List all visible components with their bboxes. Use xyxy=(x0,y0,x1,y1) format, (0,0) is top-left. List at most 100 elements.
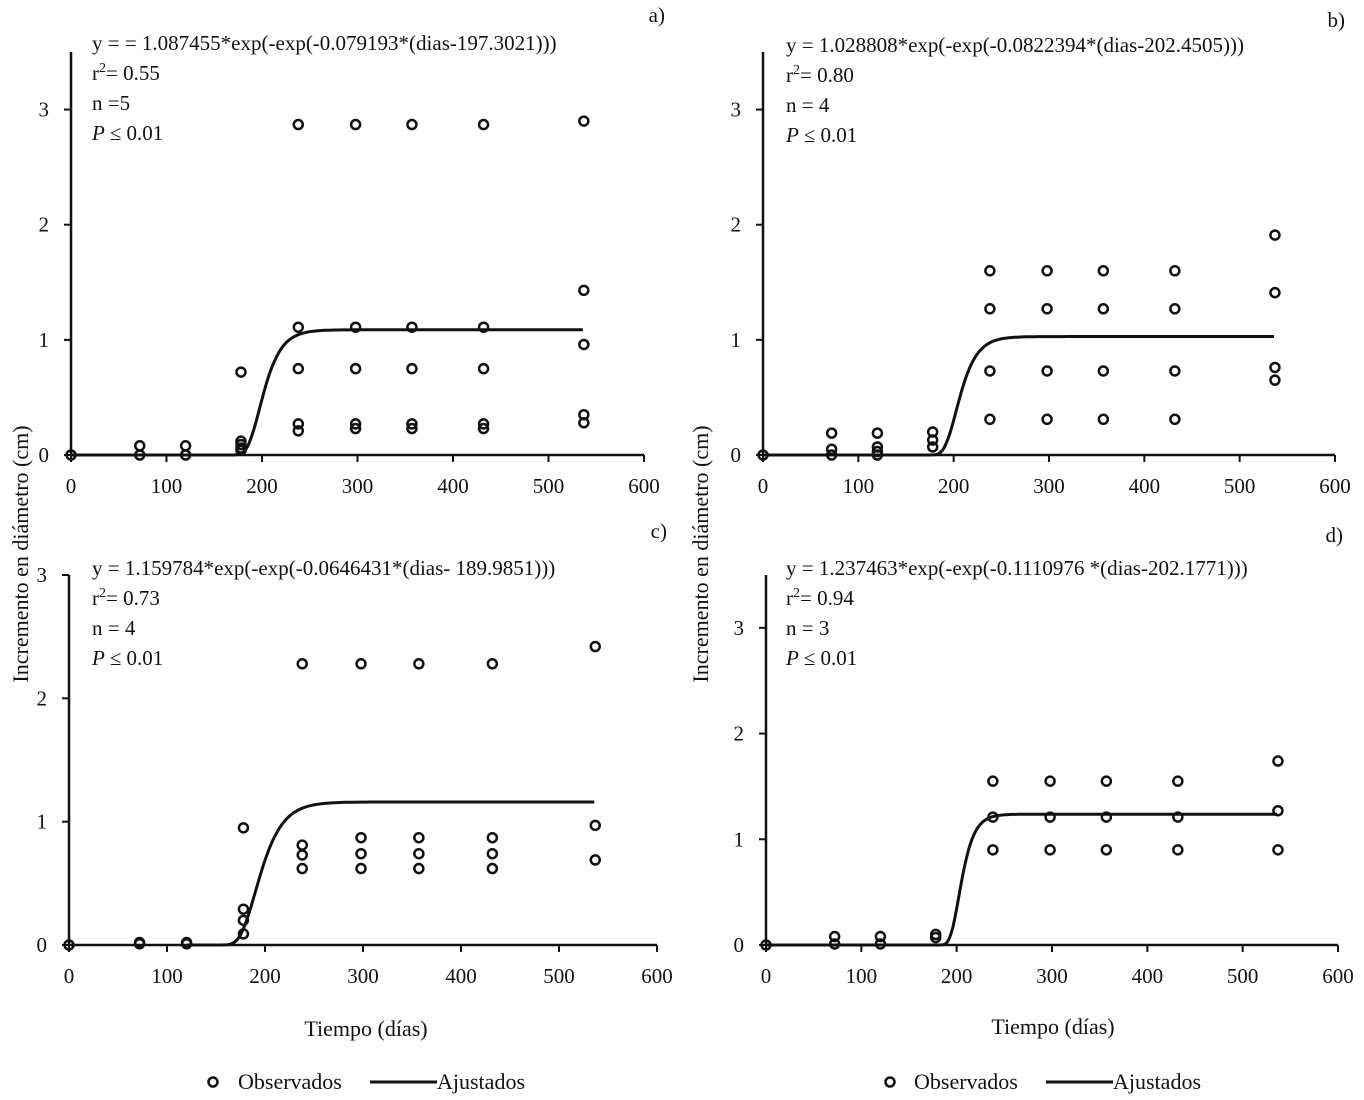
observed-point xyxy=(355,658,367,670)
r-squared-prefix: r xyxy=(786,63,793,87)
observed-point xyxy=(355,831,367,844)
x-axis-label-left: Tiempo (días) xyxy=(304,1016,427,1041)
legend-observed-marker xyxy=(884,1076,896,1088)
observed-point xyxy=(355,862,367,875)
x-tick-label: 200 xyxy=(249,964,281,988)
observed-point xyxy=(1172,844,1184,856)
panel-label: b) xyxy=(1328,8,1346,32)
x-tick-label: 600 xyxy=(628,474,660,498)
y-tick-label: 2 xyxy=(731,213,742,237)
legend-fitted-label: Ajustados xyxy=(437,1069,525,1094)
p-value-text: P ≤ 0.01 xyxy=(785,646,857,670)
observed-point xyxy=(1041,303,1053,315)
observed-point xyxy=(578,338,590,351)
x-tick-label: 100 xyxy=(843,474,875,498)
p-value-prefix: P xyxy=(91,121,110,145)
observed-point xyxy=(292,425,305,437)
y-tick-label: 0 xyxy=(734,933,745,957)
observed-point xyxy=(578,284,590,297)
observed-point xyxy=(413,847,425,860)
observed-point xyxy=(1100,775,1113,787)
r-squared-prefix: r xyxy=(92,586,99,610)
observed-point xyxy=(874,930,887,943)
p-value-value: ≤ 0.01 xyxy=(804,123,858,147)
x-tick-label: 300 xyxy=(1036,964,1068,988)
y-tick-label: 1 xyxy=(734,827,745,851)
fitted-curve xyxy=(766,812,1277,947)
observed-point xyxy=(349,422,362,435)
observed-point xyxy=(237,822,250,834)
y-tick-label: 2 xyxy=(37,686,48,710)
observed-point xyxy=(1169,265,1181,277)
observed-point xyxy=(1041,413,1053,426)
observed-point xyxy=(1044,811,1056,823)
equation-text: y = 1.237463*exp(-exp(-0.1110976 *(dias-… xyxy=(786,556,1248,580)
observed-point xyxy=(1172,775,1184,787)
r-squared-text: r2= 0.94 xyxy=(786,586,854,610)
observed-point xyxy=(1269,374,1281,386)
observed-point xyxy=(1269,286,1281,299)
y-tick-label: 2 xyxy=(734,722,745,746)
legend-fitted-label: Ajustados xyxy=(1113,1069,1201,1094)
x-tick-label: 200 xyxy=(941,964,973,988)
legend-observed-marker xyxy=(207,1076,219,1088)
observed-point xyxy=(984,413,996,426)
legend-right: Observados Ajustados xyxy=(884,1069,1201,1094)
observed-point xyxy=(987,844,999,856)
observed-point xyxy=(578,417,590,429)
observed-point xyxy=(1172,811,1184,823)
fitted-curve xyxy=(71,328,583,457)
observed-point xyxy=(477,422,490,435)
x-tick-label: 100 xyxy=(151,474,183,498)
equation-text: y = 1.028808*exp(-exp(-0.0822394*(dias-2… xyxy=(786,33,1244,57)
p-value-prefix: P xyxy=(91,646,110,670)
observed-point xyxy=(292,418,305,430)
observed-point xyxy=(237,903,250,915)
observed-point xyxy=(1272,755,1284,767)
panel-d: 0 100 200 300 400 500 600 0 1 2 3 d) y = 1.237463*ex… xyxy=(734,523,1354,988)
x-axis-label-right: Tiempo (días) xyxy=(991,1014,1114,1039)
legend-observed-label: Observados xyxy=(238,1069,342,1094)
observed-point xyxy=(1097,303,1110,315)
r-squared-value: = 0.80 xyxy=(800,63,854,87)
panel-a: 0 100 200 300 400 500 600 0 1 2 3 a) y = = 1.087455*… xyxy=(39,3,666,498)
y-tick-label: 0 xyxy=(731,443,742,467)
observed-point xyxy=(179,440,192,452)
r-squared-text: r2= 0.80 xyxy=(786,63,854,87)
y-tick-label: 3 xyxy=(39,98,50,122)
equation-text: y = 1.159784*exp(-exp(-0.0646431*(dias- … xyxy=(92,556,555,580)
r-squared-text: r2= 0.55 xyxy=(92,61,160,85)
observed-point xyxy=(926,441,939,453)
observed-point xyxy=(1100,844,1113,856)
p-value-value: ≤ 0.01 xyxy=(110,121,164,145)
x-tick-label: 100 xyxy=(151,964,183,988)
n-text: n =5 xyxy=(92,91,130,115)
x-tick-label: 500 xyxy=(543,964,575,988)
y-axis-label: Incremento en diámetro (cm) xyxy=(8,425,33,682)
observed-point xyxy=(486,658,499,670)
x-tick-label: 300 xyxy=(1033,474,1065,498)
observed-point xyxy=(292,321,305,333)
observed-point xyxy=(406,321,418,333)
x-tick-label: 100 xyxy=(846,964,878,988)
panel-b: 0 100 200 300 400 500 600 0 1 2 3 b) y = 1.028808*ex… xyxy=(731,8,1351,498)
observed-point xyxy=(926,434,939,446)
r-squared-text: r2= 0.73 xyxy=(92,586,160,610)
r-squared-superscript: 2 xyxy=(99,586,106,601)
observed-point xyxy=(1097,413,1110,426)
observed-point xyxy=(871,427,884,439)
r-squared-value: = 0.73 xyxy=(106,586,160,610)
x-tick-label: 300 xyxy=(347,964,379,988)
observed-point xyxy=(1272,804,1284,817)
p-value-text: P ≤ 0.01 xyxy=(91,646,163,670)
observed-point xyxy=(1169,365,1181,377)
observed-point xyxy=(355,847,367,860)
observed-point xyxy=(235,366,247,378)
n-text: n = 3 xyxy=(786,616,829,640)
observed-point xyxy=(486,862,499,875)
observed-point xyxy=(1169,413,1181,426)
x-tick-label: 200 xyxy=(246,474,278,498)
y-axis-label-right: Incremento en diámetro (cm) xyxy=(688,425,713,682)
x-tick-label: 0 xyxy=(761,964,772,988)
observed-point xyxy=(1097,365,1110,377)
